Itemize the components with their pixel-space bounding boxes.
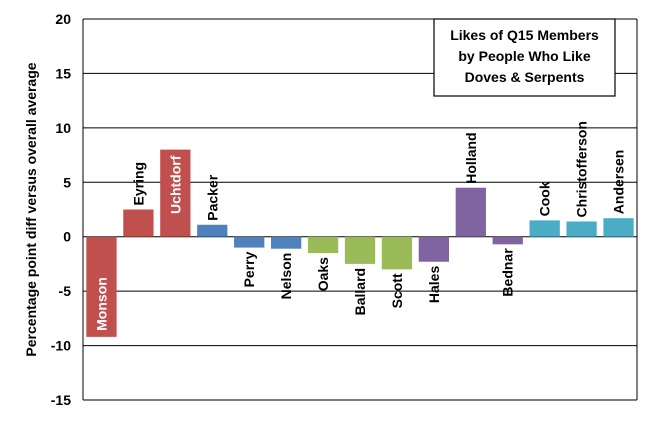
y-tick-label: -10 [51,338,71,354]
bar-scott [381,236,413,270]
bars [86,149,634,337]
bar-label-eyring: Eyring [130,162,146,206]
bar-eyring [123,209,154,237]
bar-label-ballard: Ballard [352,268,368,315]
axes: 20 15 10 5 0 -5 -10 -15 Percentage point diff ve… [23,11,638,408]
bar-label-uchtdorf: Uchtdorf [167,155,183,214]
y-axis-label: Percentage point diff versus overall ave… [23,62,39,356]
bar-label-holland: Holland [463,132,479,183]
y-tick-label: 10 [55,120,71,136]
bar-label-packer: Packer [204,174,220,220]
chart-title-line: by People Who Like [458,48,590,64]
bar-cook [529,220,560,237]
chart-title-line: Likes of Q15 Members [450,27,599,43]
bar-oaks [307,236,339,254]
bar-label-andersen: Andersen [611,150,627,215]
chart-title-box: Likes of Q15 Members by People Who Like Do… [433,18,616,97]
bar-label-cook: Cook [537,181,553,216]
bar-hales [418,236,450,262]
y-tick-label: 20 [55,11,71,27]
bar-label-christofferson: Christofferson [574,121,590,217]
bar-nelson [270,236,302,249]
bar-label-nelson: Nelson [278,253,294,300]
bar-uchtdorf [160,149,191,237]
bar-label-perry: Perry [241,251,257,287]
bar-monson [86,236,117,337]
y-tick-label: -15 [51,392,71,408]
bar-perry [234,236,265,248]
bar-label-oaks: Oaks [315,257,331,291]
y-tick-label: 0 [63,229,71,245]
bar-ballard [344,236,376,264]
bar-label-bednar: Bednar [500,248,516,297]
bar-bednar [492,236,523,245]
y-tick-label: -5 [59,283,72,299]
bar-label-scott: Scott [389,273,405,308]
bar-label-monson: Monson [93,277,109,331]
bar-labels: Monson Eyring Uchtdorf Packer Perry Nelson Oak… [93,121,626,331]
y-tick-label: 15 [55,65,71,81]
bar-packer [197,224,228,237]
bar-christofferson [566,221,597,237]
y-tick-label: 5 [63,174,71,190]
bar-label-hales: Hales [426,266,442,304]
bar-holland [455,187,486,237]
chart-title-line: Doves & Serpents [465,69,585,85]
title-box-frame [433,18,616,97]
bar-andersen [603,218,634,237]
